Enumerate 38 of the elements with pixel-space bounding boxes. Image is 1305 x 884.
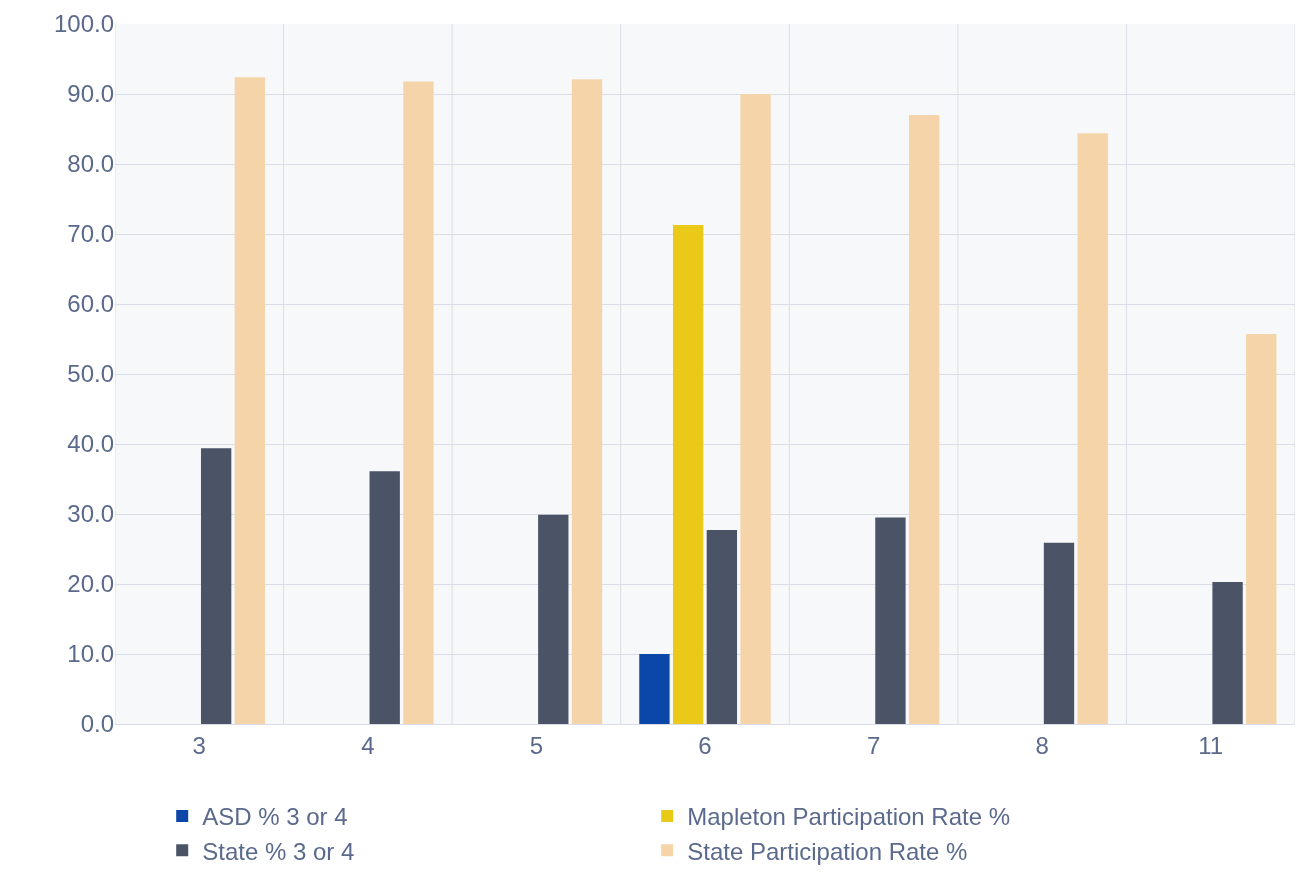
- y-tick-label: 90.0: [67, 80, 114, 108]
- bar: [908, 115, 940, 724]
- x-tick-label: 11: [1198, 731, 1224, 759]
- bar: [706, 530, 738, 724]
- legend-label: State % 3 or 4: [202, 837, 355, 865]
- y-tick-label: 80.0: [67, 150, 114, 178]
- y-tick-label: 10.0: [67, 640, 114, 668]
- legend-label: Mapleton Participation Rate %: [687, 803, 1011, 831]
- y-tick-label: 0.0: [80, 710, 114, 738]
- bar: [200, 448, 232, 724]
- bar: [1077, 133, 1108, 724]
- y-tick-label: 40.0: [67, 430, 114, 458]
- x-tick-label: 8: [1035, 731, 1049, 759]
- bar: [1212, 581, 1243, 724]
- bar: [538, 514, 569, 724]
- y-tick-label: 70.0: [67, 220, 114, 248]
- legend-label: State Participation Rate %: [687, 837, 968, 865]
- legend-label: ASD % 3 or 4: [202, 803, 348, 831]
- bar: [1043, 542, 1075, 724]
- y-tick-label: 60.0: [67, 290, 114, 318]
- bar: [369, 471, 400, 724]
- y-tick-label: 50.0: [67, 360, 114, 388]
- bar: [571, 79, 603, 724]
- x-tick-label: 6: [698, 731, 712, 759]
- bar: [672, 224, 704, 724]
- bar: [740, 94, 771, 724]
- x-tick-label: 3: [192, 731, 206, 759]
- bar: [403, 81, 434, 724]
- bar: [234, 77, 266, 724]
- x-tick-label: 4: [361, 731, 375, 759]
- x-tick-label: 7: [866, 731, 881, 759]
- bar: [1246, 334, 1277, 724]
- y-tick-label: 30.0: [67, 500, 114, 528]
- y-tick-label: 20.0: [67, 570, 114, 598]
- x-tick-label: 5: [529, 731, 544, 759]
- bar: [875, 517, 906, 724]
- y-tick-label: 100.0: [53, 10, 114, 38]
- bar: [639, 654, 670, 724]
